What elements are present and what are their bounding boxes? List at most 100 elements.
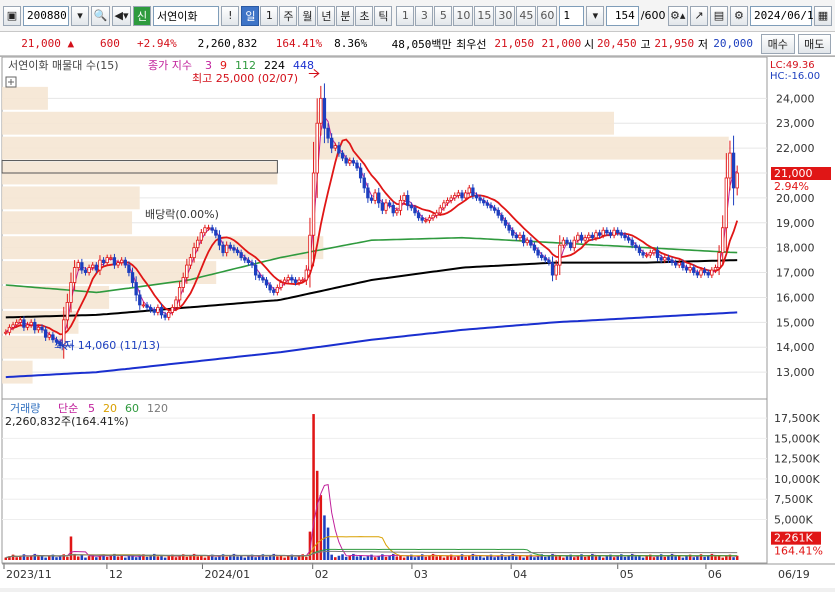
alert-icon[interactable]: ! <box>221 5 240 26</box>
minute-button-10[interactable]: 10 <box>453 5 474 26</box>
candle-body <box>134 282 138 296</box>
volume-bar <box>406 556 409 560</box>
volume-bar <box>428 555 431 560</box>
period-button-7[interactable]: 틱 <box>374 5 393 26</box>
volume-bar <box>319 495 323 560</box>
minute-button-45[interactable]: 45 <box>516 5 537 26</box>
candle-body <box>319 97 323 124</box>
candle-body <box>145 304 149 308</box>
search-icon[interactable]: 🔍 <box>91 5 110 26</box>
candle-body <box>561 239 566 246</box>
volume-bar <box>634 556 638 560</box>
candle-body <box>449 197 453 201</box>
sell-button[interactable]: 매도 <box>797 33 831 54</box>
candle-body <box>731 152 736 189</box>
candle-body <box>634 244 638 249</box>
volume-bar <box>145 556 149 560</box>
volume-bar <box>214 557 218 560</box>
volume-bar <box>348 555 352 560</box>
candle-body <box>453 194 457 199</box>
volume-tick-label: 5,000K <box>774 513 813 526</box>
candle-body <box>297 279 301 283</box>
buy-button[interactable]: 매수 <box>761 33 795 54</box>
settings-icon[interactable]: ⚙ <box>729 5 748 26</box>
volume-bar <box>464 556 467 560</box>
stock-code-input[interactable]: 200880 <box>23 5 69 26</box>
volume-bar <box>261 554 265 560</box>
period-button-4[interactable]: 년 <box>317 5 336 26</box>
period-button-6[interactable]: 초 <box>355 5 374 26</box>
candle-body <box>478 197 482 201</box>
candle-body <box>608 232 613 236</box>
volume-bar <box>196 556 199 560</box>
candle-body <box>275 287 280 293</box>
speaker-icon[interactable]: ◀▾ <box>111 5 132 26</box>
stock-name-field[interactable]: 서연이화 <box>153 5 220 26</box>
candle-body <box>246 259 251 264</box>
candle-body <box>36 326 41 331</box>
volume-bar <box>95 557 98 560</box>
volume-bar <box>236 556 239 560</box>
period-button-3[interactable]: 월 <box>298 5 317 26</box>
minute-button-15[interactable]: 15 <box>474 5 495 26</box>
candle-body <box>351 160 356 164</box>
volume-bar <box>47 556 51 560</box>
volume-bar <box>515 556 518 560</box>
candle-body <box>301 279 305 282</box>
volume-bar <box>315 470 319 560</box>
tool-config-icon[interactable]: ⚙▴ <box>667 5 688 26</box>
candle-body <box>7 326 12 333</box>
volume-bar <box>442 557 446 560</box>
minute-button-30[interactable]: 30 <box>495 5 516 26</box>
candle-body <box>196 239 200 249</box>
candle-body <box>355 162 359 169</box>
candle-body <box>525 239 529 244</box>
volume-bar <box>381 554 384 560</box>
volume-bar <box>496 555 500 560</box>
date-input[interactable]: 2024/06/19 <box>749 5 820 26</box>
chart-area[interactable]: 13,000 14,000 15,000 16,000 17,000 18,000 19,0… <box>0 56 835 588</box>
candle-body <box>387 202 392 206</box>
volume-bar <box>178 555 181 560</box>
price-tick-label: 13,000 <box>776 366 815 379</box>
volume-profile-bar <box>2 186 140 210</box>
code-dropdown-icon[interactable]: ▾ <box>71 5 89 26</box>
volume-bar <box>554 556 558 560</box>
candle-body <box>463 192 468 199</box>
candle-body <box>257 274 261 278</box>
candle-body <box>22 319 26 328</box>
period-button-5[interactable]: 분 <box>336 5 355 26</box>
count-dropdown-icon[interactable]: ▾ <box>586 5 605 26</box>
volume-bar <box>73 553 76 560</box>
volume-bar <box>200 555 203 560</box>
minute-button-3[interactable]: 3 <box>415 5 434 26</box>
count-input[interactable]: 1 <box>559 5 585 26</box>
period-button-0[interactable]: 일 <box>241 5 260 26</box>
drawing-tools-icon[interactable]: ↗ <box>689 5 708 26</box>
candle-body <box>695 272 700 276</box>
candle-body <box>279 282 283 288</box>
candle-body <box>655 249 660 259</box>
candle-body <box>648 252 652 256</box>
minute-button-5[interactable]: 5 <box>434 5 453 26</box>
period-button-2[interactable]: 주 <box>279 5 298 26</box>
minute-button-1[interactable]: 1 <box>396 5 415 26</box>
period-button-1[interactable]: 1 <box>260 5 279 26</box>
stock-chart-svg[interactable]: 13,000 14,000 15,000 16,000 17,000 18,000 19,0… <box>0 56 835 589</box>
candle-body <box>641 252 645 256</box>
page-counter[interactable]: 154 <box>606 5 639 26</box>
candle-body <box>456 192 461 196</box>
volume-bar <box>533 557 536 560</box>
volume-profile-bar <box>2 236 324 260</box>
volume-ma-title: 단순 <box>58 402 78 415</box>
candle-body <box>637 247 642 254</box>
volume-bar <box>605 556 609 560</box>
candle-body <box>221 244 225 254</box>
save-icon[interactable]: ▤ <box>709 5 728 26</box>
volume-bar <box>167 556 171 560</box>
calendar-icon[interactable]: ▦ <box>813 5 832 26</box>
candle-body <box>199 232 203 241</box>
minute-button-60[interactable]: 60 <box>537 5 558 26</box>
volume-bar <box>391 553 395 560</box>
window-menu-icon[interactable]: ▣ <box>3 5 21 26</box>
